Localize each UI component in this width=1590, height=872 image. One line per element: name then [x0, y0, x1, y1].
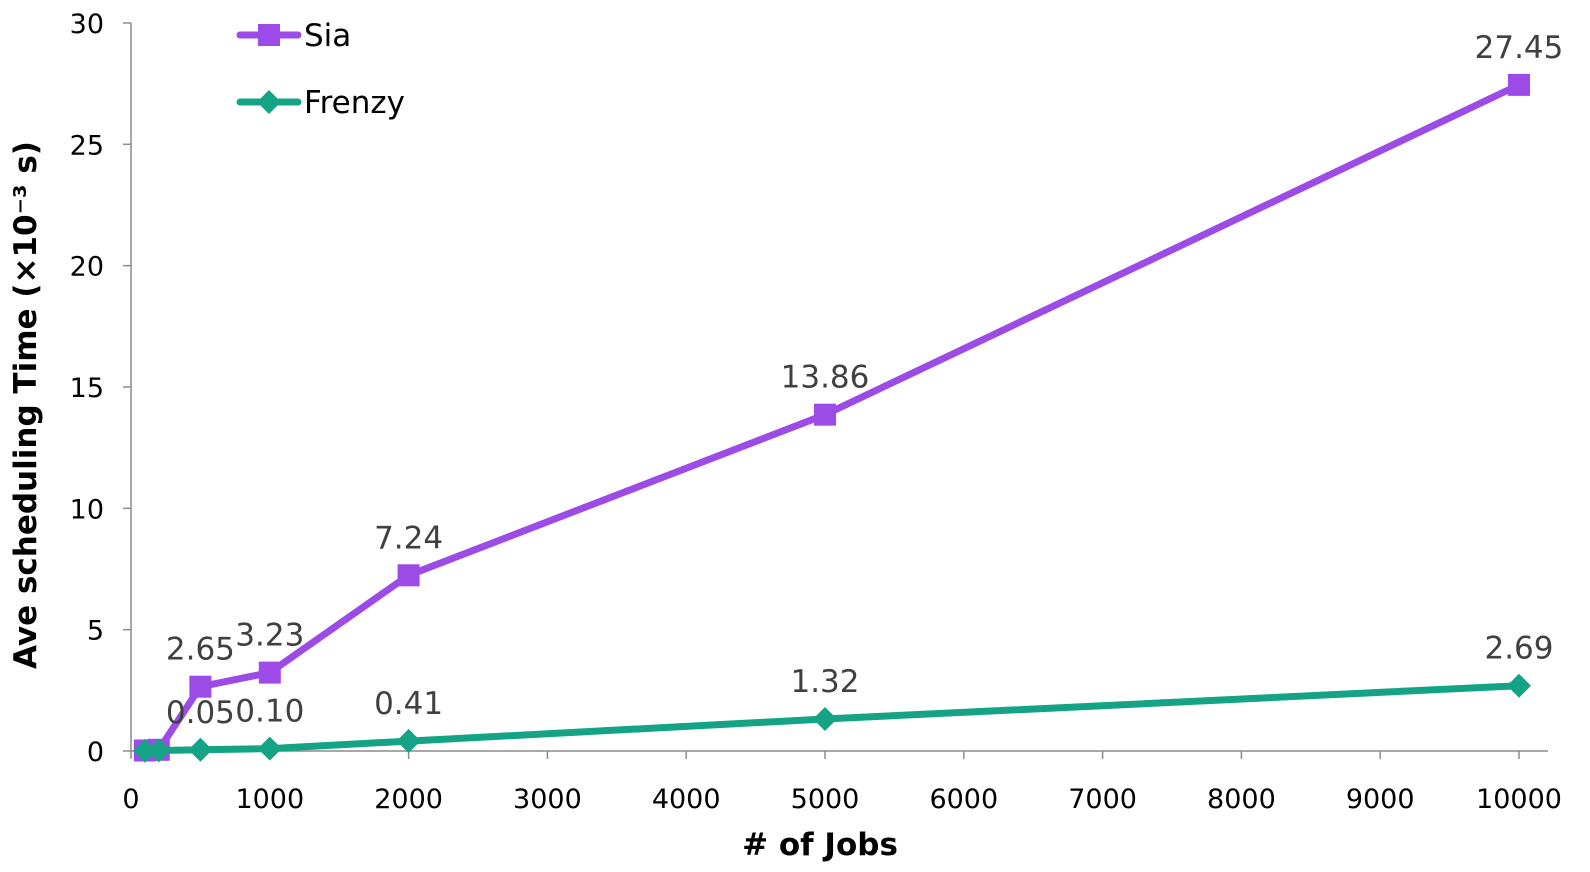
frenzy-point — [132, 738, 157, 763]
x-tick-label: 10000 — [1476, 784, 1562, 815]
y-tick-label: 15 — [70, 373, 104, 404]
y-tick-label: 25 — [70, 130, 104, 161]
frenzy-point — [1507, 673, 1531, 698]
x-axis-title: # of Jobs — [742, 827, 898, 863]
sia-point — [1508, 73, 1530, 96]
x-tick-label: 8000 — [1207, 784, 1276, 815]
y-tick-label: 5 — [87, 616, 104, 647]
x-tick-label: 0 — [122, 784, 139, 815]
sia-data-label: 13.86 — [781, 360, 870, 396]
sia-legend-label: Sia — [304, 18, 351, 54]
frenzy-point — [396, 729, 421, 754]
y-tick-label: 30 — [70, 9, 104, 40]
frenzy-legend-marker — [257, 90, 281, 114]
y-tick-label: 10 — [70, 494, 104, 525]
x-tick-label: 4000 — [652, 784, 721, 815]
sia-point — [397, 564, 420, 587]
axes: 0 5 10 15 20 25 30 0 1000 2000 3000 4000 5000 6000 700… — [70, 9, 1562, 815]
frenzy-point — [188, 737, 213, 762]
x-tick-label: 9000 — [1346, 784, 1415, 815]
legend: Sia Frenzy — [236, 18, 405, 121]
sia-data-label: 27.45 — [1475, 30, 1564, 66]
frenzy-data-label: 1.32 — [790, 664, 859, 700]
sia-point — [189, 675, 212, 698]
data-labels: 2.65 3.23 7.24 13.86 27.45 0.05 0.10 0.41 1.32 2.… — [166, 30, 1563, 731]
x-tick-label: 5000 — [791, 784, 860, 815]
frenzy-point — [813, 706, 837, 731]
series-layer — [132, 73, 1531, 763]
sia-data-label: 3.23 — [235, 618, 304, 654]
sia-point — [814, 403, 836, 426]
y-tick-label: 0 — [87, 737, 104, 768]
frenzy-legend-label: Frenzy — [304, 85, 405, 121]
sia-data-label: 7.24 — [374, 520, 443, 556]
x-tick-label: 2000 — [374, 784, 443, 815]
sia-legend-marker — [258, 24, 280, 46]
sia-data-label: 2.65 — [166, 632, 235, 668]
frenzy-data-label: 0.41 — [374, 686, 443, 722]
frenzy-point — [146, 738, 171, 763]
sia-point — [258, 661, 281, 684]
x-tick-label: 3000 — [513, 784, 582, 815]
x-tick-label: 1000 — [235, 784, 304, 815]
y-axis-title: Ave scheduling Time (×10⁻³ s) — [8, 141, 44, 669]
x-tick-label: 6000 — [929, 784, 998, 815]
frenzy-data-label: 0.10 — [235, 694, 304, 730]
y-tick-label: 20 — [70, 252, 104, 283]
frenzy-data-label: 2.69 — [1484, 631, 1553, 667]
frenzy-point — [257, 736, 282, 761]
frenzy-data-label: 0.05 — [166, 695, 235, 731]
x-tick-label: 7000 — [1068, 784, 1137, 815]
